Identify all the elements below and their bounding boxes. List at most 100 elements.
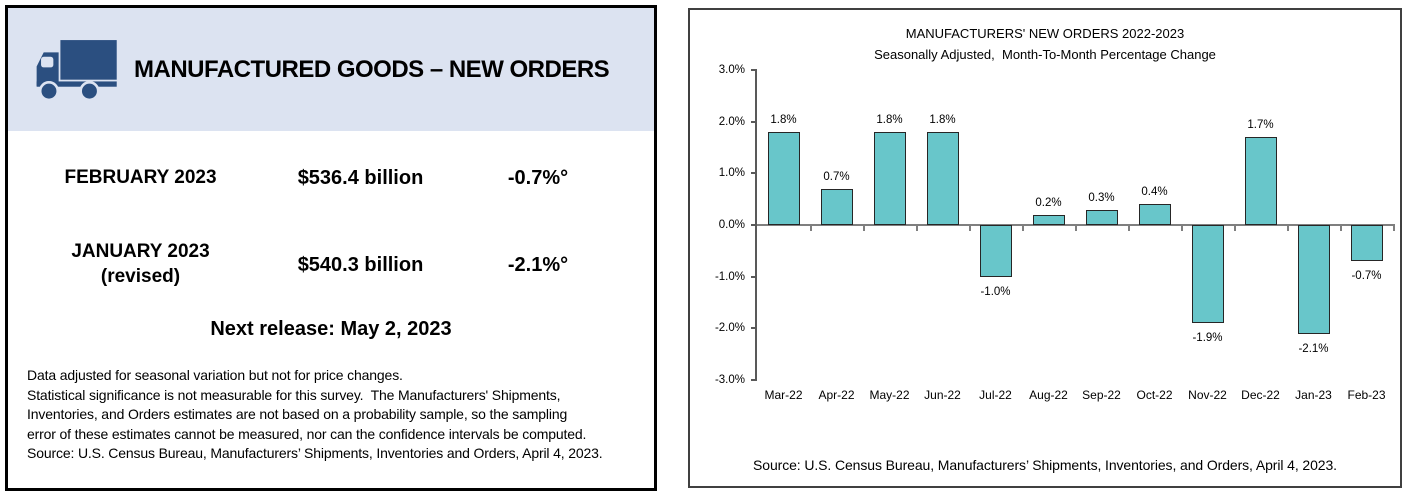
x-axis-label: Apr-22 — [818, 388, 855, 402]
bar-column: 0.4% — [1128, 70, 1181, 380]
x-axis-tick — [916, 225, 918, 231]
x-axis-label: Oct-22 — [1136, 388, 1173, 402]
x-axis-tick — [1022, 225, 1024, 231]
x-axis-label: Nov-22 — [1188, 388, 1227, 402]
y-axis-label: 1.0% — [718, 167, 745, 180]
y-axis-tick — [751, 275, 757, 278]
footnotes: Data adjusted for seasonal variation but… — [27, 366, 603, 464]
stat-row-january: JANUARY 2023 (revised) $540.3 billion -2.… — [28, 232, 608, 298]
y-axis-label: 3.0% — [718, 64, 745, 76]
x-axis-tick — [1181, 225, 1183, 231]
footnote-line: Statistical significance is not measurab… — [27, 386, 561, 403]
bar-Mar-22 — [767, 132, 800, 225]
y-axis-label: 2.0% — [718, 115, 745, 128]
bar-Apr-22 — [820, 188, 853, 225]
bar-value-label: 0.4% — [1141, 186, 1168, 199]
x-axis-tick — [1075, 225, 1077, 231]
x-axis-tick — [1234, 225, 1236, 231]
bar-column: 1.7% — [1234, 70, 1287, 380]
stat-change: -2.1%° — [507, 253, 569, 276]
x-axis-tick — [863, 225, 865, 231]
y-axis-label: -2.0% — [714, 322, 745, 335]
next-release-text: Next release: May 2, 2023 — [210, 318, 452, 340]
indicator-card: MANUFACTURED GOODS – NEW ORDERS FEBRUARY… — [5, 5, 657, 491]
y-axis-tick — [751, 224, 757, 226]
bar-value-label: 0.7% — [823, 170, 850, 183]
bar-column: -2.1% — [1287, 70, 1340, 380]
y-axis-tick — [751, 120, 757, 123]
x-axis-tick — [969, 225, 971, 231]
bar-column: 1.8% — [757, 70, 810, 380]
bar-column: -1.0% — [969, 70, 1022, 380]
bar-column: 0.7% — [810, 70, 863, 380]
bar-value-label: -0.7% — [1351, 270, 1382, 283]
bar-value-label: 1.8% — [770, 114, 797, 126]
footnote-line: error of these estimates cannot be measu… — [27, 425, 587, 442]
truck-icon — [36, 39, 117, 101]
bar-Oct-22 — [1138, 204, 1171, 225]
bar-value-label: 0.2% — [1035, 196, 1062, 209]
bar-column: 0.2% — [1022, 70, 1075, 380]
bar-Dec-22 — [1244, 137, 1277, 225]
y-axis-label: -1.0% — [714, 270, 745, 283]
stat-period: JANUARY 2023 (revised) — [28, 240, 253, 289]
card-header: MANUFACTURED GOODS – NEW ORDERS — [8, 8, 654, 131]
y-axis-label: 0.0% — [718, 219, 745, 231]
x-axis-tick — [810, 225, 812, 231]
chart-title: MANUFACTURERS' NEW ORDERS 2022-2023 — [905, 26, 1185, 41]
page-title: MANUFACTURED GOODS – NEW ORDERS — [134, 55, 610, 83]
bar-value-label: -1.9% — [1192, 332, 1223, 345]
bar-column: -1.9% — [1181, 70, 1234, 380]
bar-column: 0.3% — [1075, 70, 1128, 380]
stat-change: -0.7%° — [507, 166, 569, 189]
x-axis-label: Jul-22 — [979, 388, 1012, 402]
bar-column: 1.8% — [863, 70, 916, 380]
x-axis-label: Feb-23 — [1347, 388, 1386, 402]
x-axis-label: Dec-22 — [1241, 388, 1280, 402]
chart-subtitle: Seasonally Adjusted, Month-To-Month Perc… — [874, 47, 1216, 62]
stat-value: $540.3 billion — [297, 253, 424, 276]
chart-plot: 1.8% 0.7% 1.8% 1.8% -1.0% 0.2% 0.3% 0.4% -1.9% 1.… — [715, 64, 1395, 386]
bar-column: -0.7% — [1340, 70, 1393, 380]
bar-Jan-23 — [1297, 225, 1330, 334]
stat-period-month: JANUARY 2023 — [71, 241, 210, 263]
bar-Jul-22 — [979, 225, 1012, 277]
bar-May-22 — [873, 132, 906, 225]
bar-value-label: -2.1% — [1298, 342, 1329, 355]
x-axis-tick — [1128, 225, 1130, 231]
y-axis-tick — [751, 327, 757, 330]
footnote-line: Source: U.S. Census Bureau, Manufacturer… — [27, 445, 603, 462]
x-axis-tick — [1393, 225, 1395, 231]
chart-panel: MANUFACTURERS' NEW ORDERS 2022-2023 Seas… — [688, 8, 1402, 488]
footnote-line: Inventories, and Orders estimates are no… — [27, 406, 568, 423]
stat-row-february: FEBRUARY 2023 $536.4 billion -0.7%° — [28, 156, 608, 200]
stat-value: $536.4 billion — [297, 166, 424, 189]
x-axis-label: Sep-22 — [1082, 388, 1121, 402]
y-axis-tick — [751, 379, 757, 381]
chart-source-text: Source: U.S. Census Bureau, Manufacturer… — [753, 457, 1337, 473]
bar-value-label: -1.0% — [980, 285, 1011, 298]
x-axis-tick — [1287, 225, 1289, 231]
y-axis-tick — [751, 69, 757, 71]
footnote-line: Data adjusted for seasonal variation but… — [27, 367, 403, 383]
x-axis-label: Aug-22 — [1029, 388, 1068, 402]
stat-period: FEBRUARY 2023 — [64, 166, 217, 188]
x-axis-label: Mar-22 — [764, 388, 803, 402]
y-axis-label: -3.0% — [714, 374, 745, 386]
stat-period-note: (revised) — [100, 266, 181, 287]
y-axis-tick — [751, 172, 757, 175]
bar-value-label: 0.3% — [1088, 191, 1115, 204]
bar-Nov-22 — [1191, 225, 1224, 324]
bar-column: 1.8% — [916, 70, 969, 380]
bar-Feb-23 — [1350, 225, 1383, 262]
bar-Sep-22 — [1085, 209, 1118, 225]
bar-value-label: 1.7% — [1247, 119, 1274, 132]
x-axis-tick — [1340, 225, 1342, 231]
bar-value-label: 1.8% — [876, 114, 903, 126]
bar-value-label: 1.8% — [929, 114, 956, 126]
chart-title-block: MANUFACTURERS' NEW ORDERS 2022-2023 Seas… — [690, 23, 1400, 65]
x-axis-label: Jan-23 — [1295, 388, 1332, 402]
chart-categories: Mar-22 Apr-22 May-22 Jun-22 Jul-22 Aug-22 Sep-… — [757, 388, 1393, 402]
bar-columns: 1.8% 0.7% 1.8% 1.8% -1.0% 0.2% 0.3% 0.4% -1.9% 1.… — [757, 70, 1393, 380]
bar-Jun-22 — [926, 132, 959, 225]
